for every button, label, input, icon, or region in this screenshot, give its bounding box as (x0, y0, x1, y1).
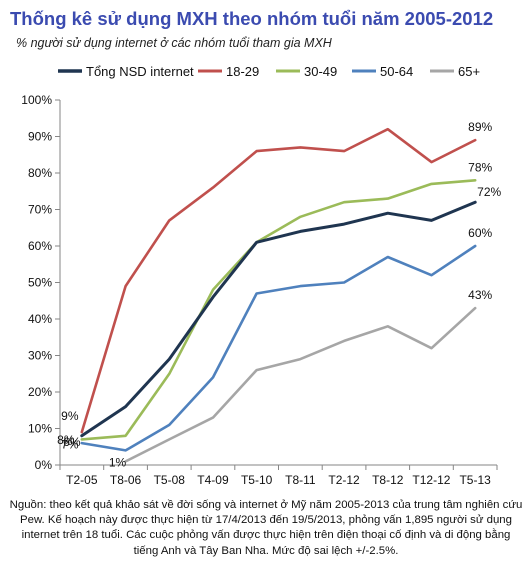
data-label: 1% (109, 455, 127, 469)
x-tick-label: T5-08 (154, 473, 186, 487)
x-tick-label: T5-13 (459, 473, 491, 487)
legend: Tổng NSD internet 18-29 30-49 50-64 65+ (58, 64, 480, 79)
y-tick-label: 90% (28, 130, 52, 144)
y-tick-label: 20% (28, 385, 52, 399)
y-tick-label: 70% (28, 203, 52, 217)
source-note: Nguồn: theo kết quả khảo sát về đời sống… (9, 499, 523, 557)
data-label: 89% (468, 120, 492, 134)
legend-label: 18-29 (226, 64, 259, 79)
x-tick-label: T8-11 (285, 473, 316, 487)
x-tick-label: T5-10 (241, 473, 273, 487)
data-label: 6% (63, 435, 81, 449)
y-axis: 0% 10% 20% 30% 40% 50% 60% 70% 80% 90% 100% (21, 93, 61, 472)
data-labels: 8% 72% 9% 89% 7% 78% 6% 60% 1% 43% (57, 120, 501, 469)
data-label: 72% (477, 185, 501, 199)
y-tick-label: 10% (28, 422, 52, 436)
legend-label: 65+ (458, 64, 480, 79)
data-label: 78% (468, 160, 492, 174)
legend-label: Tổng NSD internet (86, 64, 194, 79)
x-tick-label: T8-06 (110, 473, 142, 487)
x-tick-label: T2-12 (328, 473, 360, 487)
series-layer (80, 127, 477, 463)
x-tick-label: T2-05 (66, 473, 98, 487)
series-line (124, 306, 477, 463)
y-tick-label: 80% (28, 166, 52, 180)
y-tick-label: 50% (28, 276, 52, 290)
chart-subtitle: % người sử dụng internet ở các nhóm tuổi… (16, 36, 332, 50)
x-tick-label: T4-09 (197, 473, 229, 487)
y-tick-label: 100% (21, 93, 52, 107)
data-label: 7% (61, 437, 79, 451)
series-line (80, 200, 477, 438)
x-tick-label: T12-12 (412, 473, 450, 487)
series-line (80, 179, 477, 441)
legend-label: 30-49 (304, 64, 337, 79)
series-line (80, 127, 477, 434)
y-tick-label: 30% (28, 349, 52, 363)
legend-label: 50-64 (380, 64, 413, 79)
data-label: 60% (468, 226, 492, 240)
chart-title: Thống kê sử dụng MXH theo nhóm tuổi năm … (10, 8, 494, 29)
x-axis: T2-05 T8-06 T5-08 T4-09 T5-10 T8-11 T2-12 T8-12… (59, 464, 498, 487)
data-label: 8% (57, 433, 75, 447)
data-label: 9% (61, 409, 79, 423)
data-label: 43% (468, 288, 492, 302)
line-chart: Tổng NSD internet 18-29 30-49 50-64 65+ 0% 10… (21, 64, 501, 487)
x-tick-label: T8-12 (372, 473, 404, 487)
y-tick-label: 0% (35, 458, 53, 472)
series-line (80, 244, 477, 452)
y-tick-label: 60% (28, 239, 52, 253)
y-tick-label: 40% (28, 312, 52, 326)
